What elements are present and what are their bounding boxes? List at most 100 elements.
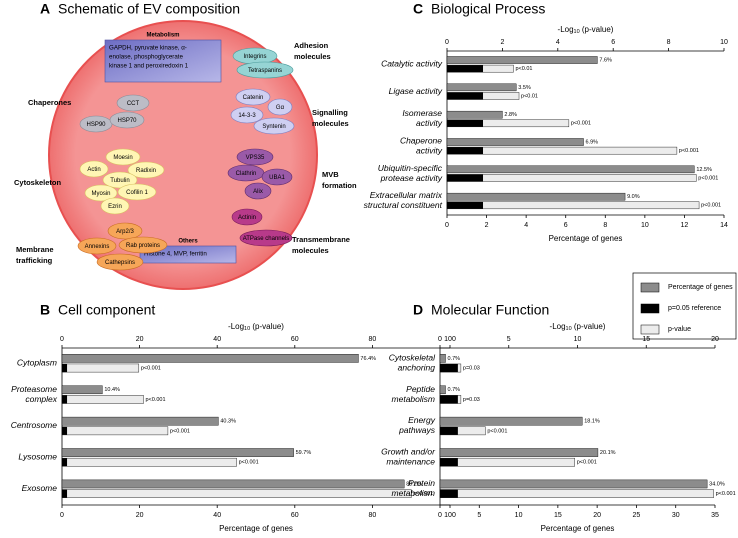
x-tick-label: 0 — [60, 512, 64, 519]
bar-pvalue — [61, 457, 237, 467]
y-tick-label: Ligase activity — [389, 86, 443, 96]
panel-letter: B — [40, 302, 50, 318]
bar-percentage — [61, 385, 103, 395]
p-label: p<0.001 — [701, 203, 721, 209]
x2-tick-label: 0 — [445, 39, 449, 46]
x2-tick-label: 20 — [711, 336, 719, 343]
bar-percentage — [61, 354, 359, 363]
p-label: p<0.001 — [716, 491, 736, 497]
x-tick-label: 12 — [681, 222, 689, 229]
y-tick-label: anchoring — [398, 362, 436, 372]
x-tick-label: 6 — [564, 222, 568, 229]
value-label: 7.6% — [599, 57, 612, 63]
p-label: p<0.001 — [698, 175, 718, 181]
bar-percentage — [439, 416, 583, 426]
p-label: p<0.001 — [577, 460, 597, 466]
bar-reference — [62, 363, 68, 373]
x2-axis-label: -Log10 (p-value) — [558, 25, 614, 35]
legend-label: p-value — [668, 326, 691, 333]
protein-label: Actin — [87, 167, 100, 173]
x-tick-label: 2 — [485, 222, 489, 229]
protein-label: Cofilin 1 — [126, 190, 148, 196]
x2-axis-label-part: 10 — [244, 326, 250, 332]
protein — [96, 253, 144, 271]
bar-percentage — [61, 416, 219, 426]
x-tick-label: 14 — [720, 222, 728, 229]
protein-label: Alix — [253, 189, 263, 195]
bar-pvalue — [61, 395, 144, 404]
x-tick-label: 8 — [603, 222, 607, 229]
protein — [116, 94, 150, 112]
value-label: 2.8% — [504, 112, 517, 118]
y-tick-label: structural constituent — [364, 200, 443, 210]
value-label: 12.5% — [696, 167, 712, 173]
bar-pvalue — [439, 489, 714, 498]
x2-axis-label-part: -Log — [228, 322, 244, 331]
x2-axis-label-part: (p-value) — [580, 25, 614, 34]
bar-reference — [447, 174, 484, 182]
value-label: 40.3% — [220, 419, 236, 425]
y-tick-label: Proteasome — [11, 384, 57, 394]
x2-tick-label: 4 — [556, 39, 560, 46]
x2-axis-label-part: -Log — [558, 25, 574, 34]
protein-label: Cathepsins — [105, 260, 135, 266]
value-label: 0.7% — [448, 356, 461, 362]
x-axis-label: Percentage of genes — [541, 524, 615, 533]
group-label: Cytoskeleton — [14, 178, 62, 187]
panel-letter: D — [413, 302, 423, 318]
y-tick-label: Peptide — [406, 384, 435, 394]
protein-label: Ezrin — [108, 204, 122, 210]
bar-percentage — [446, 83, 517, 92]
box-text: kinase 1 and peroxiredoxin 1 — [109, 63, 189, 70]
p-label: p<0.001 — [239, 460, 259, 466]
p-label: p<0.001 — [679, 148, 699, 154]
bar-reference — [447, 65, 484, 73]
protein-label: Clathrin — [236, 171, 257, 177]
x2-tick-label: 6 — [611, 39, 615, 46]
protein-label: Gα — [276, 105, 285, 111]
group-label: Membrane — [16, 245, 54, 254]
protein-label: Moesin — [113, 155, 132, 161]
value-label: 88.2% — [406, 481, 422, 487]
x2-tick-label: 40 — [213, 336, 221, 343]
protein — [231, 208, 263, 226]
protein — [105, 148, 141, 166]
protein-label: Radixin — [136, 168, 156, 174]
protein — [109, 111, 145, 129]
x-tick-label: 0 — [445, 222, 449, 229]
value-label: 10.4% — [104, 387, 120, 393]
bar-pvalue — [446, 174, 697, 182]
protein — [118, 236, 168, 254]
x2-axis-label-part: 10 — [566, 326, 572, 332]
legend-swatch — [640, 324, 660, 335]
group-label: molecules — [292, 246, 329, 255]
p-label: p<0.001 — [170, 428, 190, 434]
x-tick-label: 5 — [477, 512, 481, 519]
x2-tick-label: 0 — [438, 336, 442, 343]
y-tick-label: Extracellular matrix — [370, 190, 443, 200]
protein — [239, 229, 293, 247]
y-tick-label: Cytoskeletal — [389, 352, 436, 362]
x-tick-label: 40 — [213, 512, 221, 519]
p-label: p=0.03 — [463, 365, 480, 371]
p-label: p<0.01 — [521, 93, 538, 99]
protein-label: Catenin — [243, 95, 264, 101]
x-tick-label: 25 — [633, 512, 641, 519]
p-label: p<0.01 — [515, 66, 532, 72]
value-label: 9.0% — [627, 194, 640, 200]
y-tick-label: protease activity — [380, 173, 443, 183]
panel-title: Biological Process — [431, 1, 545, 17]
bar-percentage — [439, 385, 446, 395]
protein — [261, 168, 293, 186]
x-tick-label: 100 — [444, 512, 456, 519]
group-label: Signalling — [312, 108, 348, 117]
group-label: MVB — [322, 170, 339, 179]
bar-reference — [447, 201, 484, 209]
y-tick-label: pathways — [398, 425, 436, 435]
x-tick-label: 20 — [136, 512, 144, 519]
legend-swatch — [640, 303, 660, 314]
x-tick-label: 10 — [515, 512, 523, 519]
bar-reference — [440, 395, 458, 404]
